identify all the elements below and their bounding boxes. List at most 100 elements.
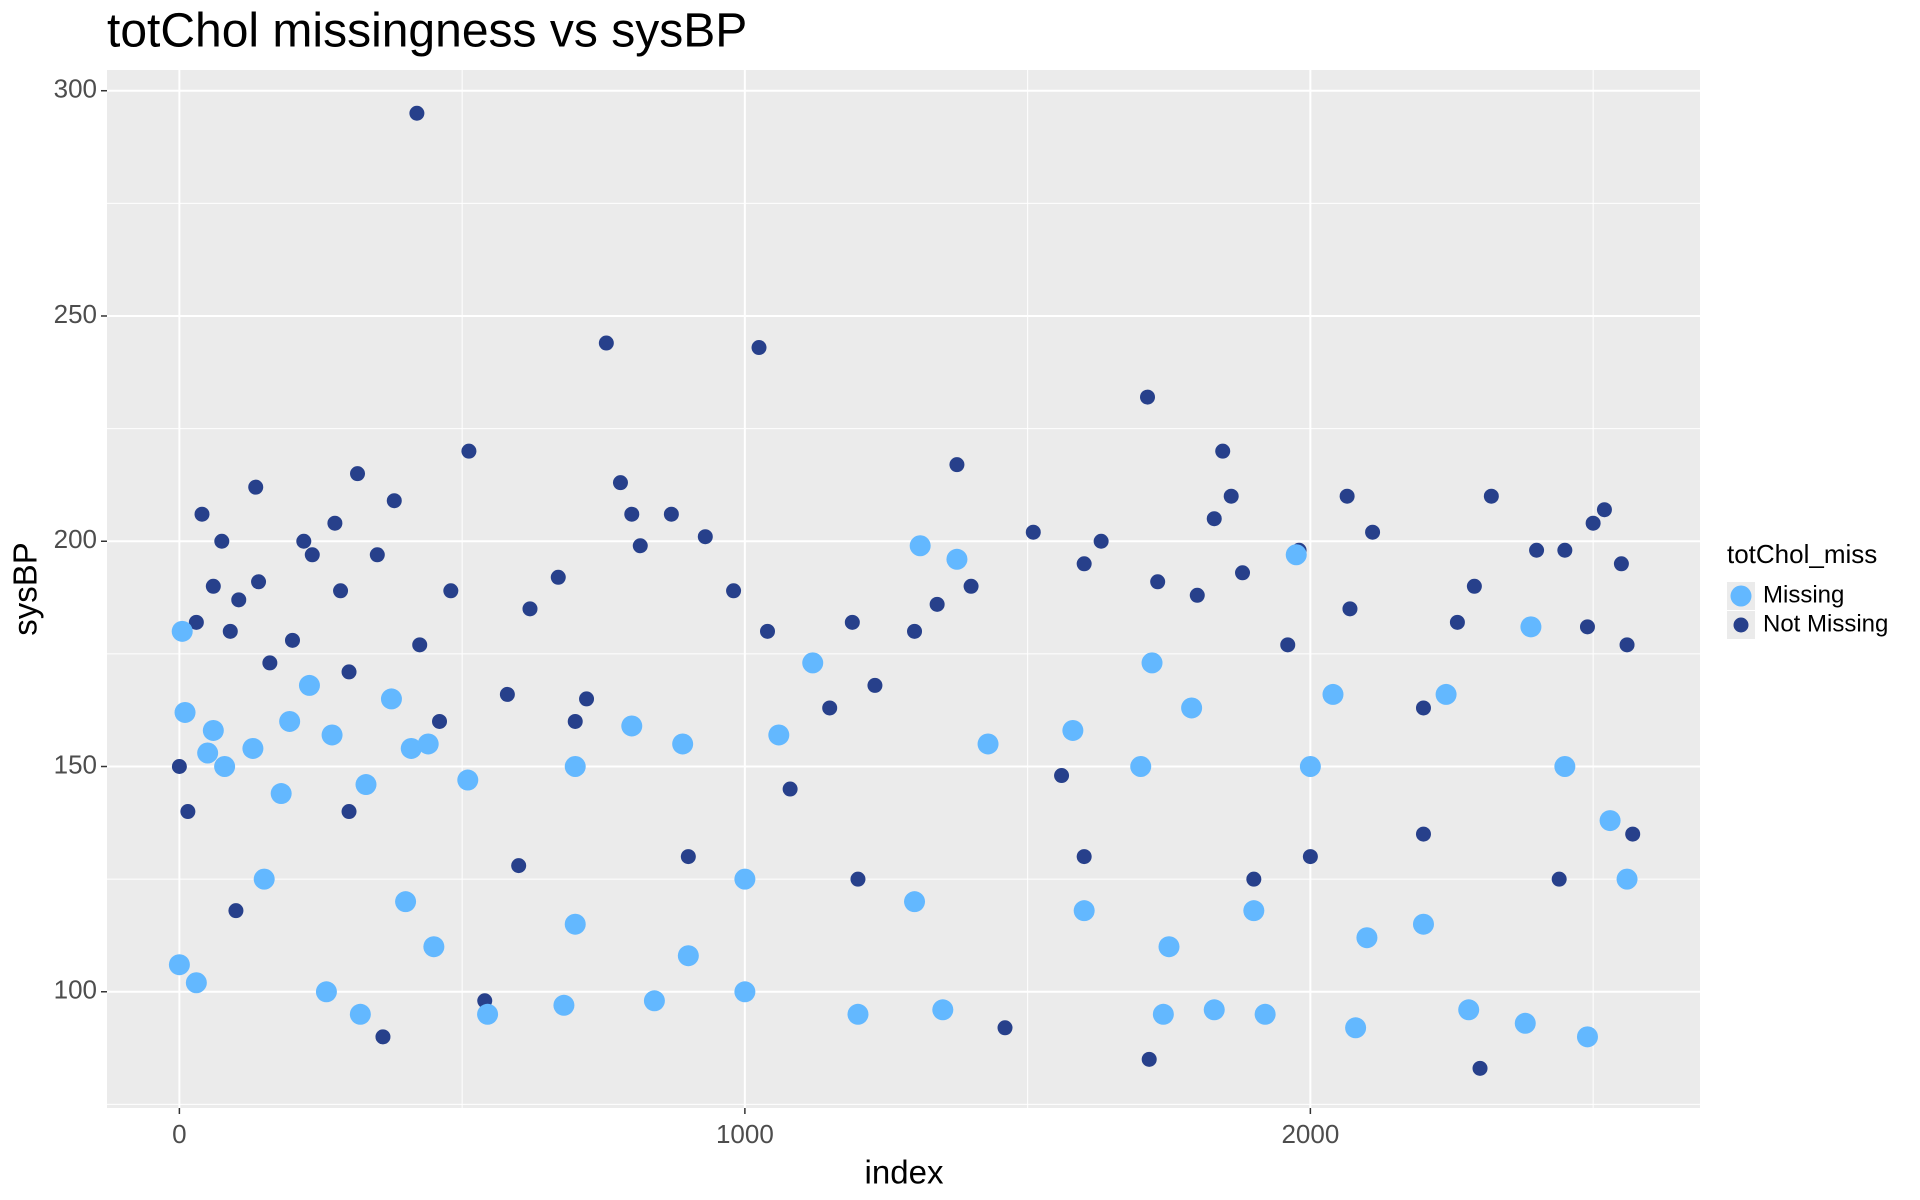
point	[850, 871, 866, 887]
point	[1613, 556, 1629, 572]
point	[461, 443, 477, 459]
point	[171, 620, 193, 642]
point	[734, 868, 756, 890]
point	[822, 700, 838, 716]
point	[499, 686, 515, 702]
point	[1322, 683, 1344, 705]
point	[1254, 1003, 1276, 1025]
point	[304, 547, 320, 563]
point	[253, 868, 275, 890]
point	[1285, 544, 1307, 566]
point	[1412, 913, 1434, 935]
point	[432, 713, 448, 729]
point	[522, 601, 538, 617]
point	[375, 1029, 391, 1045]
point	[477, 1003, 499, 1025]
point	[663, 506, 679, 522]
point	[904, 891, 926, 913]
point	[929, 596, 945, 612]
point	[1054, 768, 1070, 784]
point	[1235, 565, 1251, 581]
point	[621, 715, 643, 737]
point	[782, 781, 798, 797]
point	[1596, 502, 1612, 518]
point	[417, 733, 439, 755]
y-tick-label: 300	[54, 74, 97, 104]
point	[174, 701, 196, 723]
point	[214, 533, 230, 549]
legend-title: totChol_miss	[1727, 539, 1877, 569]
point	[1299, 756, 1321, 778]
point	[632, 538, 648, 554]
point	[1130, 756, 1152, 778]
point	[270, 783, 292, 805]
point	[1435, 683, 1457, 705]
point	[1076, 849, 1092, 865]
point	[168, 954, 190, 976]
point	[298, 674, 320, 696]
point	[643, 990, 665, 1012]
legend-label: Missing	[1763, 581, 1844, 608]
point	[350, 466, 366, 482]
point	[1076, 556, 1092, 572]
y-tick-label: 150	[54, 749, 97, 779]
point	[550, 569, 566, 585]
point	[677, 945, 699, 967]
point	[395, 891, 417, 913]
point	[564, 913, 586, 935]
point	[844, 614, 860, 630]
point	[1062, 719, 1084, 741]
point	[409, 105, 425, 121]
point	[1246, 871, 1262, 887]
point	[511, 858, 527, 874]
y-tick-label: 250	[54, 299, 97, 329]
plot-background	[107, 70, 1700, 1108]
point	[333, 583, 349, 599]
point	[1342, 601, 1358, 617]
point	[386, 493, 402, 509]
point	[1302, 849, 1318, 865]
point	[279, 710, 301, 732]
point	[1223, 488, 1239, 504]
point	[180, 804, 196, 820]
point	[734, 981, 756, 1003]
y-tick-label: 100	[54, 975, 97, 1005]
y-tick-label: 200	[54, 524, 97, 554]
point	[1520, 616, 1542, 638]
point	[1141, 652, 1163, 674]
point	[197, 742, 219, 764]
point	[380, 688, 402, 710]
y-axis-title: sysBP	[7, 542, 44, 636]
point	[1529, 542, 1545, 558]
point	[909, 535, 931, 557]
chart-title: totChol missingness vs sysBP	[107, 5, 747, 58]
point	[349, 1003, 371, 1025]
point	[262, 655, 278, 671]
point	[1345, 1017, 1367, 1039]
point	[1557, 542, 1573, 558]
x-axis-title: index	[865, 1154, 944, 1191]
point	[612, 475, 628, 491]
point	[907, 623, 923, 639]
point	[251, 574, 267, 590]
point	[1625, 826, 1641, 842]
point	[228, 903, 244, 919]
point	[1466, 578, 1482, 594]
point	[202, 719, 224, 741]
point	[867, 677, 883, 693]
point	[222, 623, 238, 639]
point	[1140, 389, 1156, 405]
point	[248, 479, 264, 495]
point	[1181, 697, 1203, 719]
point	[1415, 826, 1431, 842]
point	[1158, 936, 1180, 958]
point	[1415, 700, 1431, 716]
point	[564, 756, 586, 778]
point	[1551, 871, 1567, 887]
point	[369, 547, 385, 563]
x-tick-label: 0	[172, 1119, 186, 1149]
point	[949, 457, 965, 473]
point	[185, 972, 207, 994]
point	[1093, 533, 1109, 549]
